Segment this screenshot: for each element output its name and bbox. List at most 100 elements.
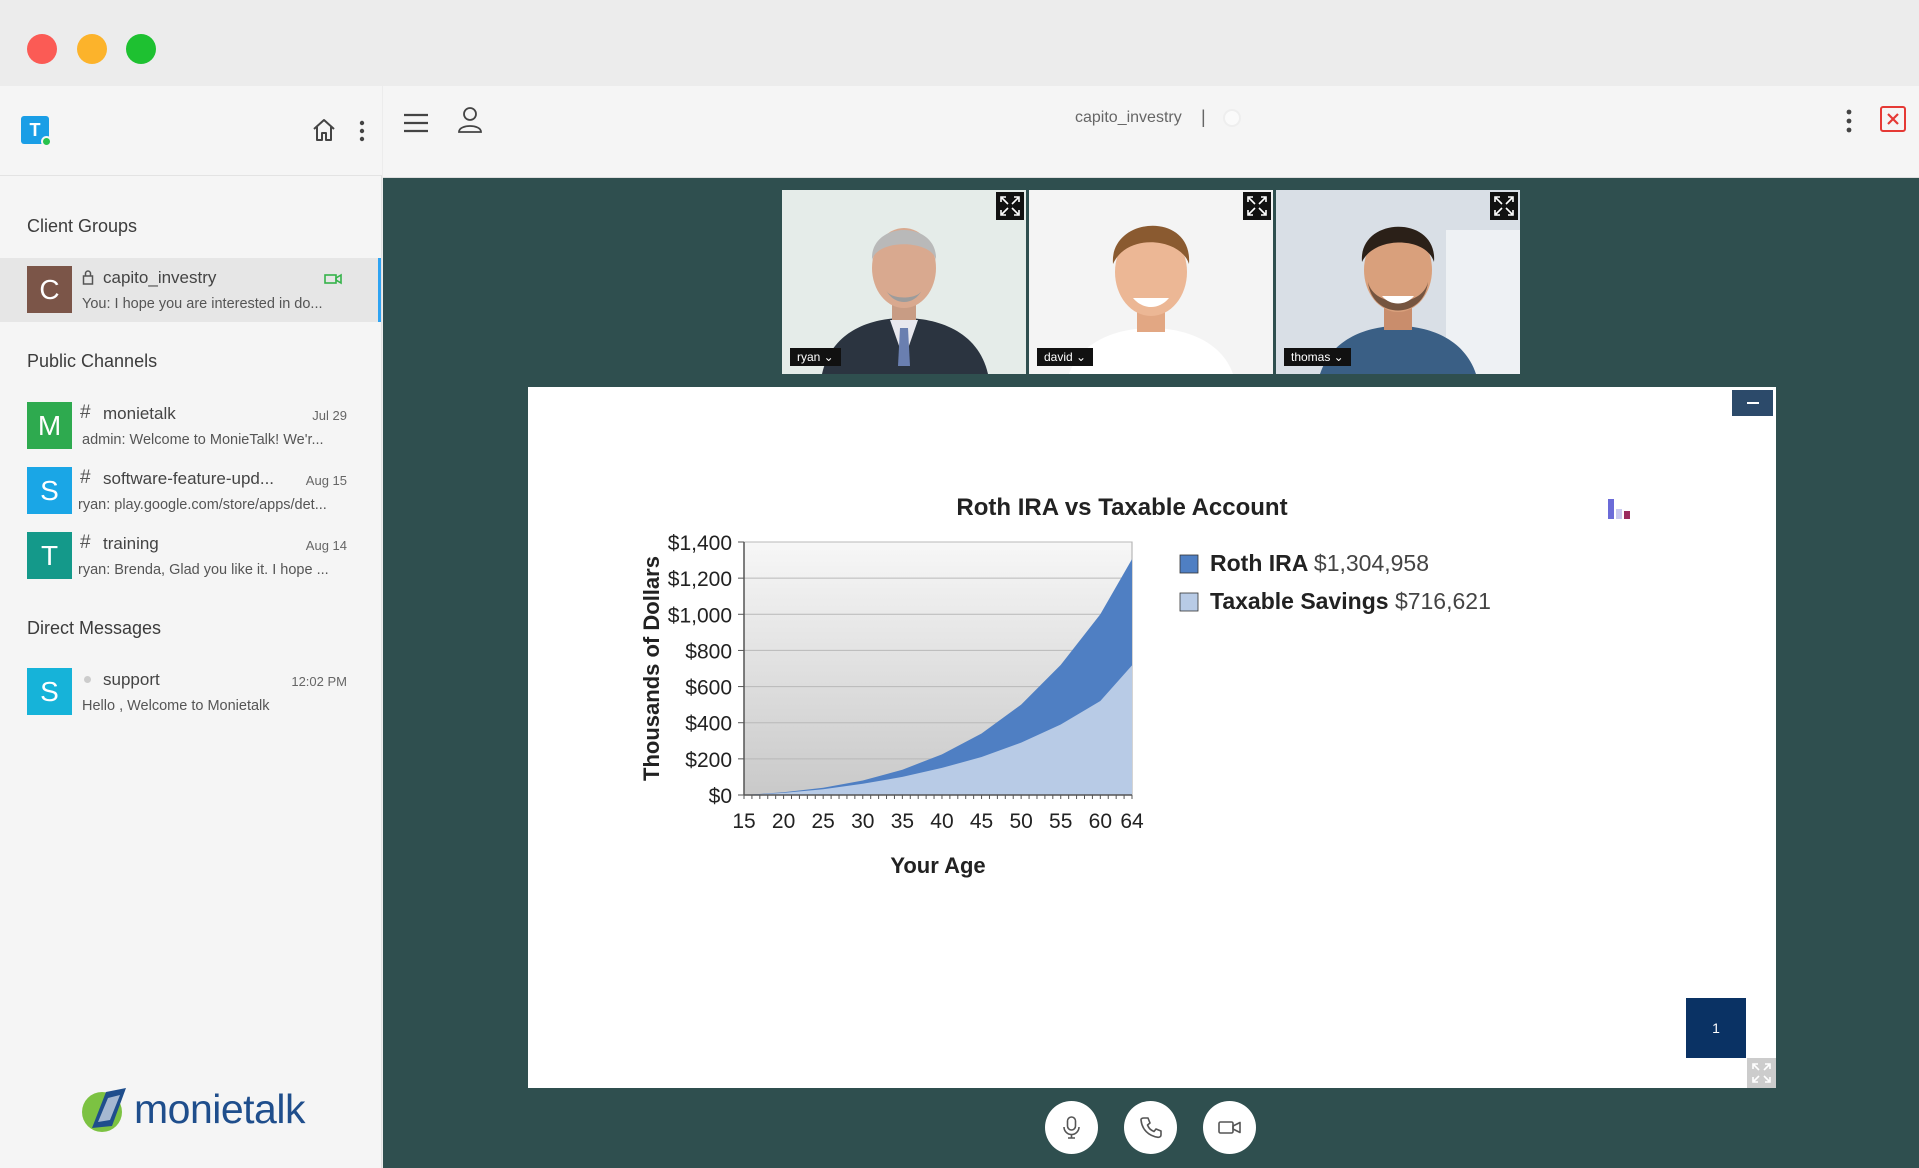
x-tick-label: 30 <box>851 810 874 833</box>
microphone-icon <box>1063 1116 1080 1139</box>
more-vertical-icon[interactable] <box>356 118 368 144</box>
shared-presentation: Roth IRA vs Taxable Account $1,400 $1,200… <box>528 387 1776 1088</box>
window-minimize-button[interactable] <box>77 34 107 64</box>
x-tick-label: 15 <box>732 810 755 833</box>
chat-date: Jul 29 <box>312 408 347 423</box>
y-tick-label: $1,400 <box>668 532 732 555</box>
hash-icon: # <box>80 532 91 553</box>
chat-name: monietalk <box>103 404 176 423</box>
x-tick-label: 45 <box>970 810 993 833</box>
presence-dot <box>84 676 91 683</box>
channel-item-training[interactable]: T # training Aug 14 ryan: Brenda, Glad y… <box>0 524 381 588</box>
chat-name: capito_investry <box>103 268 217 287</box>
y-tick-label: $400 <box>685 713 732 736</box>
minimize-slide-button[interactable] <box>1732 390 1773 416</box>
chat-name: support <box>103 670 160 689</box>
channel-item-software-feature[interactable]: S # software-feature-upd... Aug 15 ryan:… <box>0 459 381 523</box>
online-status-dot <box>41 136 52 147</box>
more-vertical-icon[interactable] <box>1843 106 1855 136</box>
x-tick-label: 35 <box>891 810 914 833</box>
client-group-item[interactable]: C capito_investry You: I hope you are in… <box>0 258 381 322</box>
chat-name: training <box>103 534 159 553</box>
legend-swatch <box>1179 592 1199 612</box>
participant-name-tag[interactable]: david ⌄ <box>1037 348 1094 366</box>
channel-item-monietalk[interactable]: M # monietalk Jul 29 admin: Welcome to M… <box>0 394 381 458</box>
y-tick-label: $200 <box>685 749 732 772</box>
roth-vs-taxable-chart: Roth IRA vs Taxable Account $1,400 $1,200… <box>639 494 1630 878</box>
chat-date: 12:02 PM <box>291 674 347 689</box>
microphone-button[interactable] <box>1045 1101 1098 1154</box>
x-axis-label: Your Age <box>890 853 985 878</box>
chat-preview: Hello , Welcome to Monietalk <box>82 698 270 714</box>
expand-video-button[interactable] <box>1243 192 1271 220</box>
phone-button[interactable] <box>1124 1101 1177 1154</box>
section-title-direct-messages: Direct Messages <box>27 618 162 638</box>
participant-video <box>1029 190 1273 374</box>
call-topbar: capito_investry | <box>383 86 1919 178</box>
participant-name-tag[interactable]: thomas ⌄ <box>1284 348 1351 366</box>
workspace-logo[interactable]: T <box>21 116 52 147</box>
y-axis-ticks: $1,400 $1,200 $1,000 $800 $600 $400 $200 $0 <box>668 532 744 808</box>
participant-tile-thomas[interactable]: thomas ⌄ <box>1276 190 1520 374</box>
call-stage: ryan ⌄ david ⌄ <box>383 178 1919 1168</box>
avatar: C <box>27 266 72 313</box>
lock-icon <box>82 270 94 285</box>
avatar: S <box>27 467 72 514</box>
chat-name: software-feature-upd... <box>103 469 275 488</box>
end-session-button[interactable] <box>1880 106 1906 132</box>
workspace-logo-letter: T <box>29 120 41 140</box>
expand-icon <box>1247 196 1267 216</box>
camera-button[interactable] <box>1203 1101 1256 1154</box>
chat-date: Aug 14 <box>305 538 347 553</box>
page-number-button[interactable]: 1 <box>1686 998 1746 1058</box>
expand-icon <box>1000 196 1020 216</box>
y-tick-label: $800 <box>685 640 732 663</box>
phone-icon <box>1140 1117 1162 1139</box>
sidebar-header: T <box>0 86 382 176</box>
y-axis-label: Thousands of Dollars <box>639 556 664 781</box>
participant-name-tag[interactable]: ryan ⌄ <box>790 348 841 366</box>
section-title-public-channels: Public Channels <box>27 351 158 371</box>
fullscreen-button[interactable] <box>1747 1058 1776 1088</box>
expand-video-button[interactable] <box>996 192 1024 220</box>
hash-icon: # <box>80 467 91 488</box>
participant-video <box>1276 190 1520 374</box>
avatar: T <box>27 532 72 579</box>
section-title-client-groups: Client Groups <box>27 216 138 236</box>
chart-legend: Roth IRA $1,304,958 Taxable Savings $716,… <box>1179 550 1491 614</box>
y-tick-label: $1,200 <box>668 568 732 591</box>
window-maximize-button[interactable] <box>126 34 156 64</box>
sidebar: T Client Groups C capito_investry You: I… <box>0 86 382 1168</box>
legend-entry: Roth IRA $1,304,958 <box>1210 550 1429 576</box>
home-icon[interactable] <box>310 116 338 144</box>
legend-swatch <box>1179 554 1199 574</box>
hash-icon: # <box>80 402 91 423</box>
expand-video-button[interactable] <box>1490 192 1518 220</box>
participant-video <box>782 190 1026 374</box>
chat-date: Aug 15 <box>305 473 347 488</box>
x-tick-label: 20 <box>772 810 795 833</box>
chat-preview: ryan: play.google.com/store/apps/det... <box>78 497 327 513</box>
user-icon[interactable] <box>456 104 484 136</box>
x-tick-label: 55 <box>1049 810 1072 833</box>
monietalk-logo-icon <box>82 1088 126 1132</box>
x-tick-label: 64 <box>1120 810 1144 833</box>
chart-type-icon <box>1608 499 1630 519</box>
participant-tile-ryan[interactable]: ryan ⌄ <box>782 190 1026 374</box>
brand-name: monietalk <box>134 1086 305 1132</box>
avatar: M <box>27 402 72 449</box>
hamburger-menu-icon[interactable] <box>401 108 431 138</box>
window-close-button[interactable] <box>27 34 57 64</box>
series-area-taxable-savings <box>744 665 1132 795</box>
expand-icon <box>1494 196 1514 216</box>
x-tick-label: 50 <box>1009 810 1032 833</box>
chat-preview: ryan: Brenda, Glad you like it. I hope .… <box>78 562 329 578</box>
fullscreen-icon <box>1752 1063 1771 1083</box>
y-tick-label: $600 <box>685 677 732 700</box>
x-tick-label: 40 <box>930 810 953 833</box>
participant-tile-david[interactable]: david ⌄ <box>1029 190 1273 374</box>
x-tick-label: 25 <box>812 810 835 833</box>
legend-entry: Taxable Savings $716,621 <box>1210 588 1491 614</box>
close-icon <box>1887 113 1899 125</box>
dm-item-support[interactable]: S support 12:02 PM Hello , Welcome to Mo… <box>0 660 381 724</box>
